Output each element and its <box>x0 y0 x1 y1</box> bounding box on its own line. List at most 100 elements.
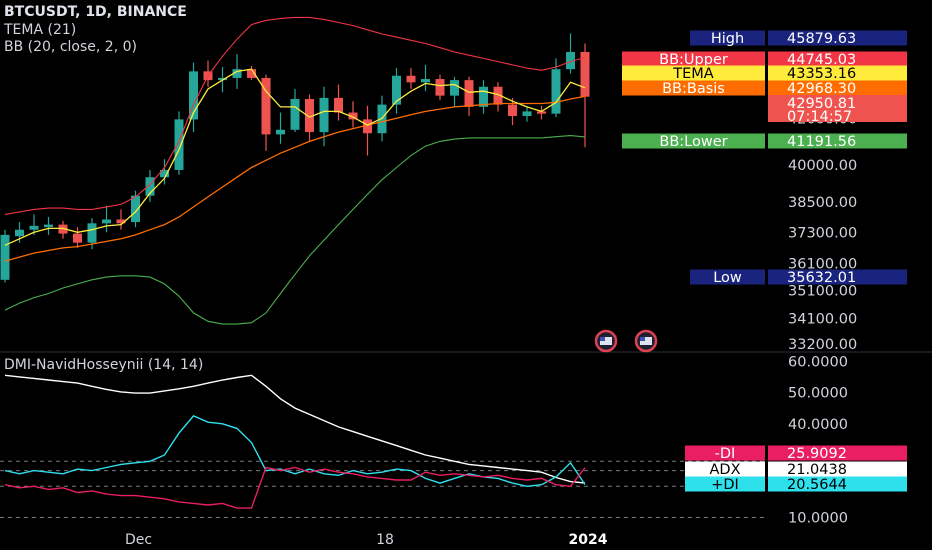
symbol-title: BTCUSDT, 1D, BINANCE <box>4 4 187 20</box>
candle-body <box>73 233 82 243</box>
dmi-value-label-value: 20.5644 <box>787 477 847 493</box>
time-axis-label: 18 <box>376 532 394 548</box>
price-tick-label: 33200.00 <box>788 337 857 353</box>
price-label-value-box <box>768 269 907 285</box>
time-axis-label: Dec <box>125 532 152 548</box>
candle-body <box>247 69 256 78</box>
price-label-name: BB:Lower <box>659 134 727 150</box>
candle-body <box>392 75 401 105</box>
candle-body <box>319 97 329 133</box>
flag-stripes-icon <box>640 337 652 345</box>
price-label-tag <box>622 65 765 81</box>
candle-body <box>464 80 474 107</box>
dmi-value-label-value: 25.9092 <box>787 446 847 462</box>
price-label-tag <box>622 133 765 149</box>
last-price-box <box>768 95 907 122</box>
price-label-tag <box>690 269 765 285</box>
candle-body <box>29 225 39 230</box>
price-tick-label: 35100.00 <box>788 284 857 300</box>
candle-body <box>551 69 561 114</box>
dmi-value-label-value: 21.0438 <box>787 462 847 478</box>
candle-body <box>15 229 24 237</box>
price-label-value: 35632.01 <box>787 270 856 286</box>
tema-legend[interactable]: TEMA (21) <box>4 22 77 38</box>
candle-body <box>218 77 227 81</box>
candle-body <box>160 169 169 178</box>
candle-body <box>290 99 300 130</box>
candle-body <box>87 223 97 243</box>
price-tick-label: 40000.00 <box>788 158 857 174</box>
candle-body <box>580 51 590 97</box>
dmi-value-label-name: ADX <box>709 462 740 478</box>
candle-body <box>566 51 575 70</box>
price-label-bb-lower <box>622 133 907 149</box>
flag-stripes-icon <box>600 337 612 345</box>
price-label-value: 42968.30 <box>787 81 856 97</box>
dmi-tick-label: 10.0000 <box>788 511 848 527</box>
price-label-value-box <box>768 133 907 149</box>
candle-body <box>44 224 53 228</box>
price-label-tag <box>622 51 765 67</box>
dmi-value-label-tag <box>685 461 765 477</box>
candle-body <box>131 195 140 223</box>
price-label-name: BB:Basis <box>662 81 725 97</box>
dmi-value-label-box <box>768 445 907 461</box>
price-tick-label: 38500.00 <box>788 195 857 211</box>
price-label-tag <box>690 30 765 46</box>
candle-body <box>522 111 532 116</box>
price-label-value-box <box>768 51 907 67</box>
candle-body <box>406 75 416 83</box>
dmi-value-label-tag <box>685 445 765 461</box>
price-label-bb-upper <box>622 51 907 67</box>
price-label-value-box <box>768 65 907 81</box>
dmi-value-label-box <box>768 461 907 477</box>
time-axis-label: 2024 <box>569 532 608 548</box>
price-label-value: 43353.16 <box>787 66 856 82</box>
price-label-value: 41191.56 <box>787 134 856 150</box>
candle-body <box>363 119 372 134</box>
price-label-tema <box>622 65 907 81</box>
candle-body <box>493 86 503 105</box>
candle-body <box>116 219 126 224</box>
candle-body <box>421 79 430 83</box>
candle-body <box>58 224 68 234</box>
bb-basis-line <box>4 95 586 262</box>
candle-body <box>450 80 459 96</box>
price-label-name: High <box>711 31 744 47</box>
candle-body <box>479 86 488 107</box>
dmi-tick-label: 50.0000 <box>788 386 848 402</box>
price-tick-label: 36100.00 <box>788 257 857 273</box>
candle-body <box>0 234 10 280</box>
price-label-bb-basis <box>622 80 907 96</box>
price-label-value: 45879.63 <box>787 31 856 47</box>
price-label-value-box <box>768 80 907 96</box>
price-label-name: BB:Upper <box>659 52 728 68</box>
dmi-adx-line <box>4 374 586 484</box>
last-price-value: 42950.81 <box>787 96 856 112</box>
dmi-value-label-name: -DI <box>715 446 736 462</box>
price-label-value: 44745.03 <box>787 52 856 68</box>
candle-body <box>276 129 285 135</box>
candle-body <box>145 177 155 196</box>
price-label-last-price <box>768 95 907 122</box>
price-label-tag <box>622 80 765 96</box>
candle-body <box>189 71 198 120</box>
candle-body <box>348 112 358 120</box>
bb-upper-line <box>4 16 586 215</box>
dmi-tick-label: 40.0000 <box>788 417 848 433</box>
candle-body <box>261 77 271 135</box>
countdown-timer: 07:14:57 <box>787 109 852 125</box>
flag-canton-icon <box>600 337 605 341</box>
dmi-indicator-title[interactable]: DMI-NavidHosseynii (14, 14) <box>4 357 204 373</box>
bb-legend[interactable]: BB (20, close, 2, 0) <box>4 39 137 55</box>
price-tick-label: 34100.00 <box>788 311 857 327</box>
candle-body <box>232 69 242 78</box>
price-label-name: TEMA <box>672 66 714 82</box>
dmi-value-label-name: +DI <box>711 477 739 493</box>
price-label-low <box>690 269 907 285</box>
price-label-name: Low <box>713 270 742 286</box>
price-label-value-box <box>768 30 907 46</box>
candle-body <box>334 97 343 113</box>
